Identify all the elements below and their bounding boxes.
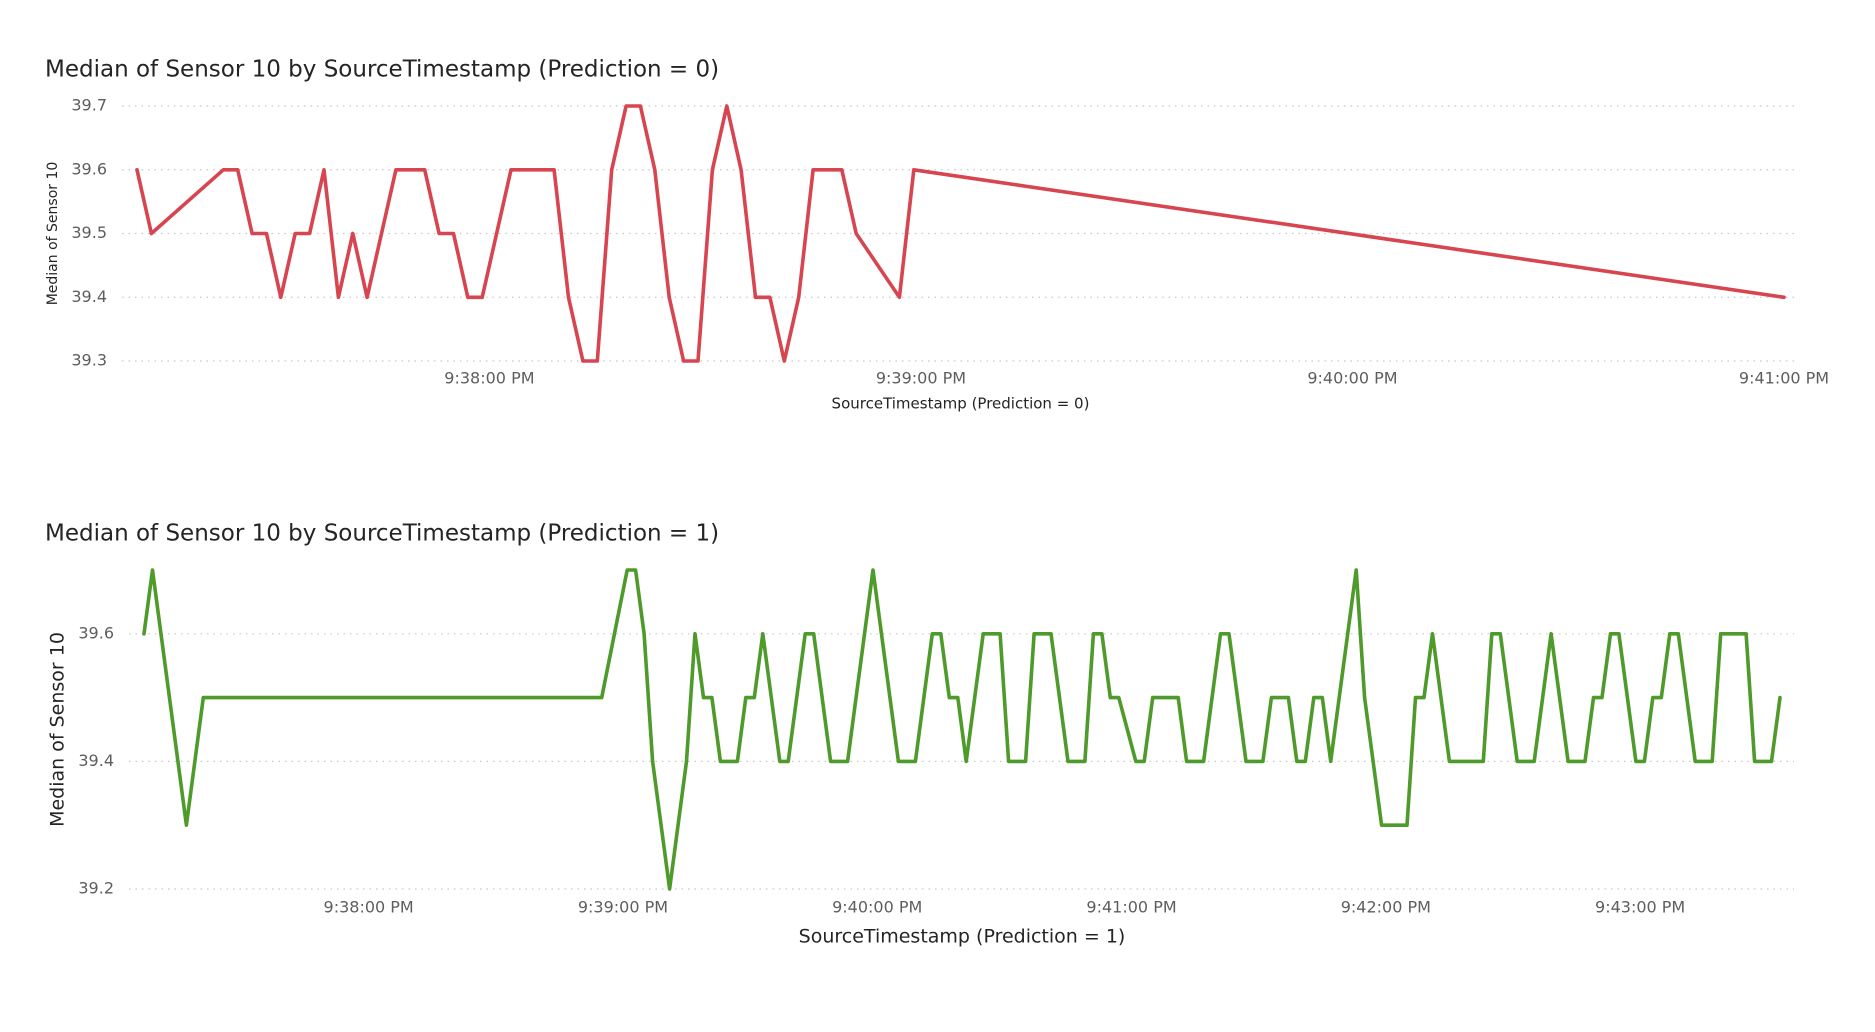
x-axis-label: SourceTimestamp (Prediction = 0)	[832, 395, 1090, 413]
y-tick-label: 39.4	[78, 751, 114, 770]
y-tick-label: 39.3	[71, 351, 107, 370]
x-tick-label: 9:42:00 PM	[1341, 898, 1431, 917]
x-tick-label: 9:40:00 PM	[832, 898, 922, 917]
y-tick-label: 39.2	[78, 879, 114, 898]
x-tick-label: 9:38:00 PM	[444, 369, 534, 388]
line-series	[142, 568, 1782, 891]
y-tick-label: 39.6	[78, 623, 114, 642]
x-tick-label: 9:39:00 PM	[876, 369, 966, 388]
x-tick-label: 9:39:00 PM	[578, 898, 668, 917]
x-tick-label: 9:41:00 PM	[1739, 369, 1829, 388]
x-tick-label: 9:40:00 PM	[1307, 369, 1397, 388]
y-tick-label: 39.4	[71, 287, 107, 306]
x-tick-label: 9:41:00 PM	[1086, 898, 1176, 917]
y-axis-label: Median of Sensor 10	[45, 162, 61, 306]
x-tick-label: 9:43:00 PM	[1595, 898, 1685, 917]
line-series	[135, 104, 1786, 363]
y-tick-label: 39.6	[71, 159, 107, 178]
chart-title: Median of Sensor 10 by SourceTimestamp (…	[45, 521, 719, 547]
chart-title: Median of Sensor 10 by SourceTimestamp (…	[45, 57, 719, 83]
y-axis-label: Median of Sensor 10	[47, 632, 69, 827]
y-tick-label: 39.7	[71, 96, 107, 115]
x-tick-label: 9:38:00 PM	[324, 898, 414, 917]
x-axis-label: SourceTimestamp (Prediction = 1)	[799, 926, 1126, 948]
y-tick-label: 39.5	[71, 223, 107, 242]
